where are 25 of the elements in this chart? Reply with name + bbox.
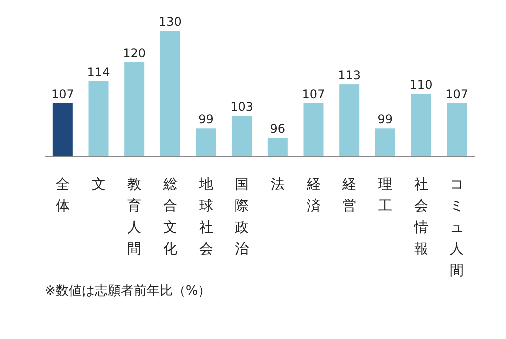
data-label: 120 [123,46,146,60]
x-label: 経営 [342,177,357,214]
data-label: 99 [198,112,214,127]
data-label: 107 [446,87,469,102]
data-label: 110 [410,78,433,92]
text: ※数値は志願者前年比（%） [45,284,212,299]
x-label: コミュ人間 [450,177,464,279]
x-label: 総合文化 [163,177,178,258]
x-label: 国際政治 [235,177,250,258]
data-label: 130 [158,15,182,29]
x-label: 教育人間 [128,177,142,258]
x-label: 地球社会 [199,177,214,258]
x-label: 理工 [378,177,392,214]
data-label: 107 [51,87,74,102]
data-label: 114 [87,65,110,80]
x-label: 経済 [306,177,321,214]
data-label: 96 [270,122,286,136]
x-label: 社会情報 [414,177,428,258]
x-label: 全体 [56,177,70,214]
data-label: 103 [230,100,254,114]
x-label: 文 [92,177,106,193]
x-label: 法 [270,177,285,193]
data-label: 99 [378,112,394,127]
data-label: 107 [302,87,326,102]
data-label: 113 [338,68,362,83]
